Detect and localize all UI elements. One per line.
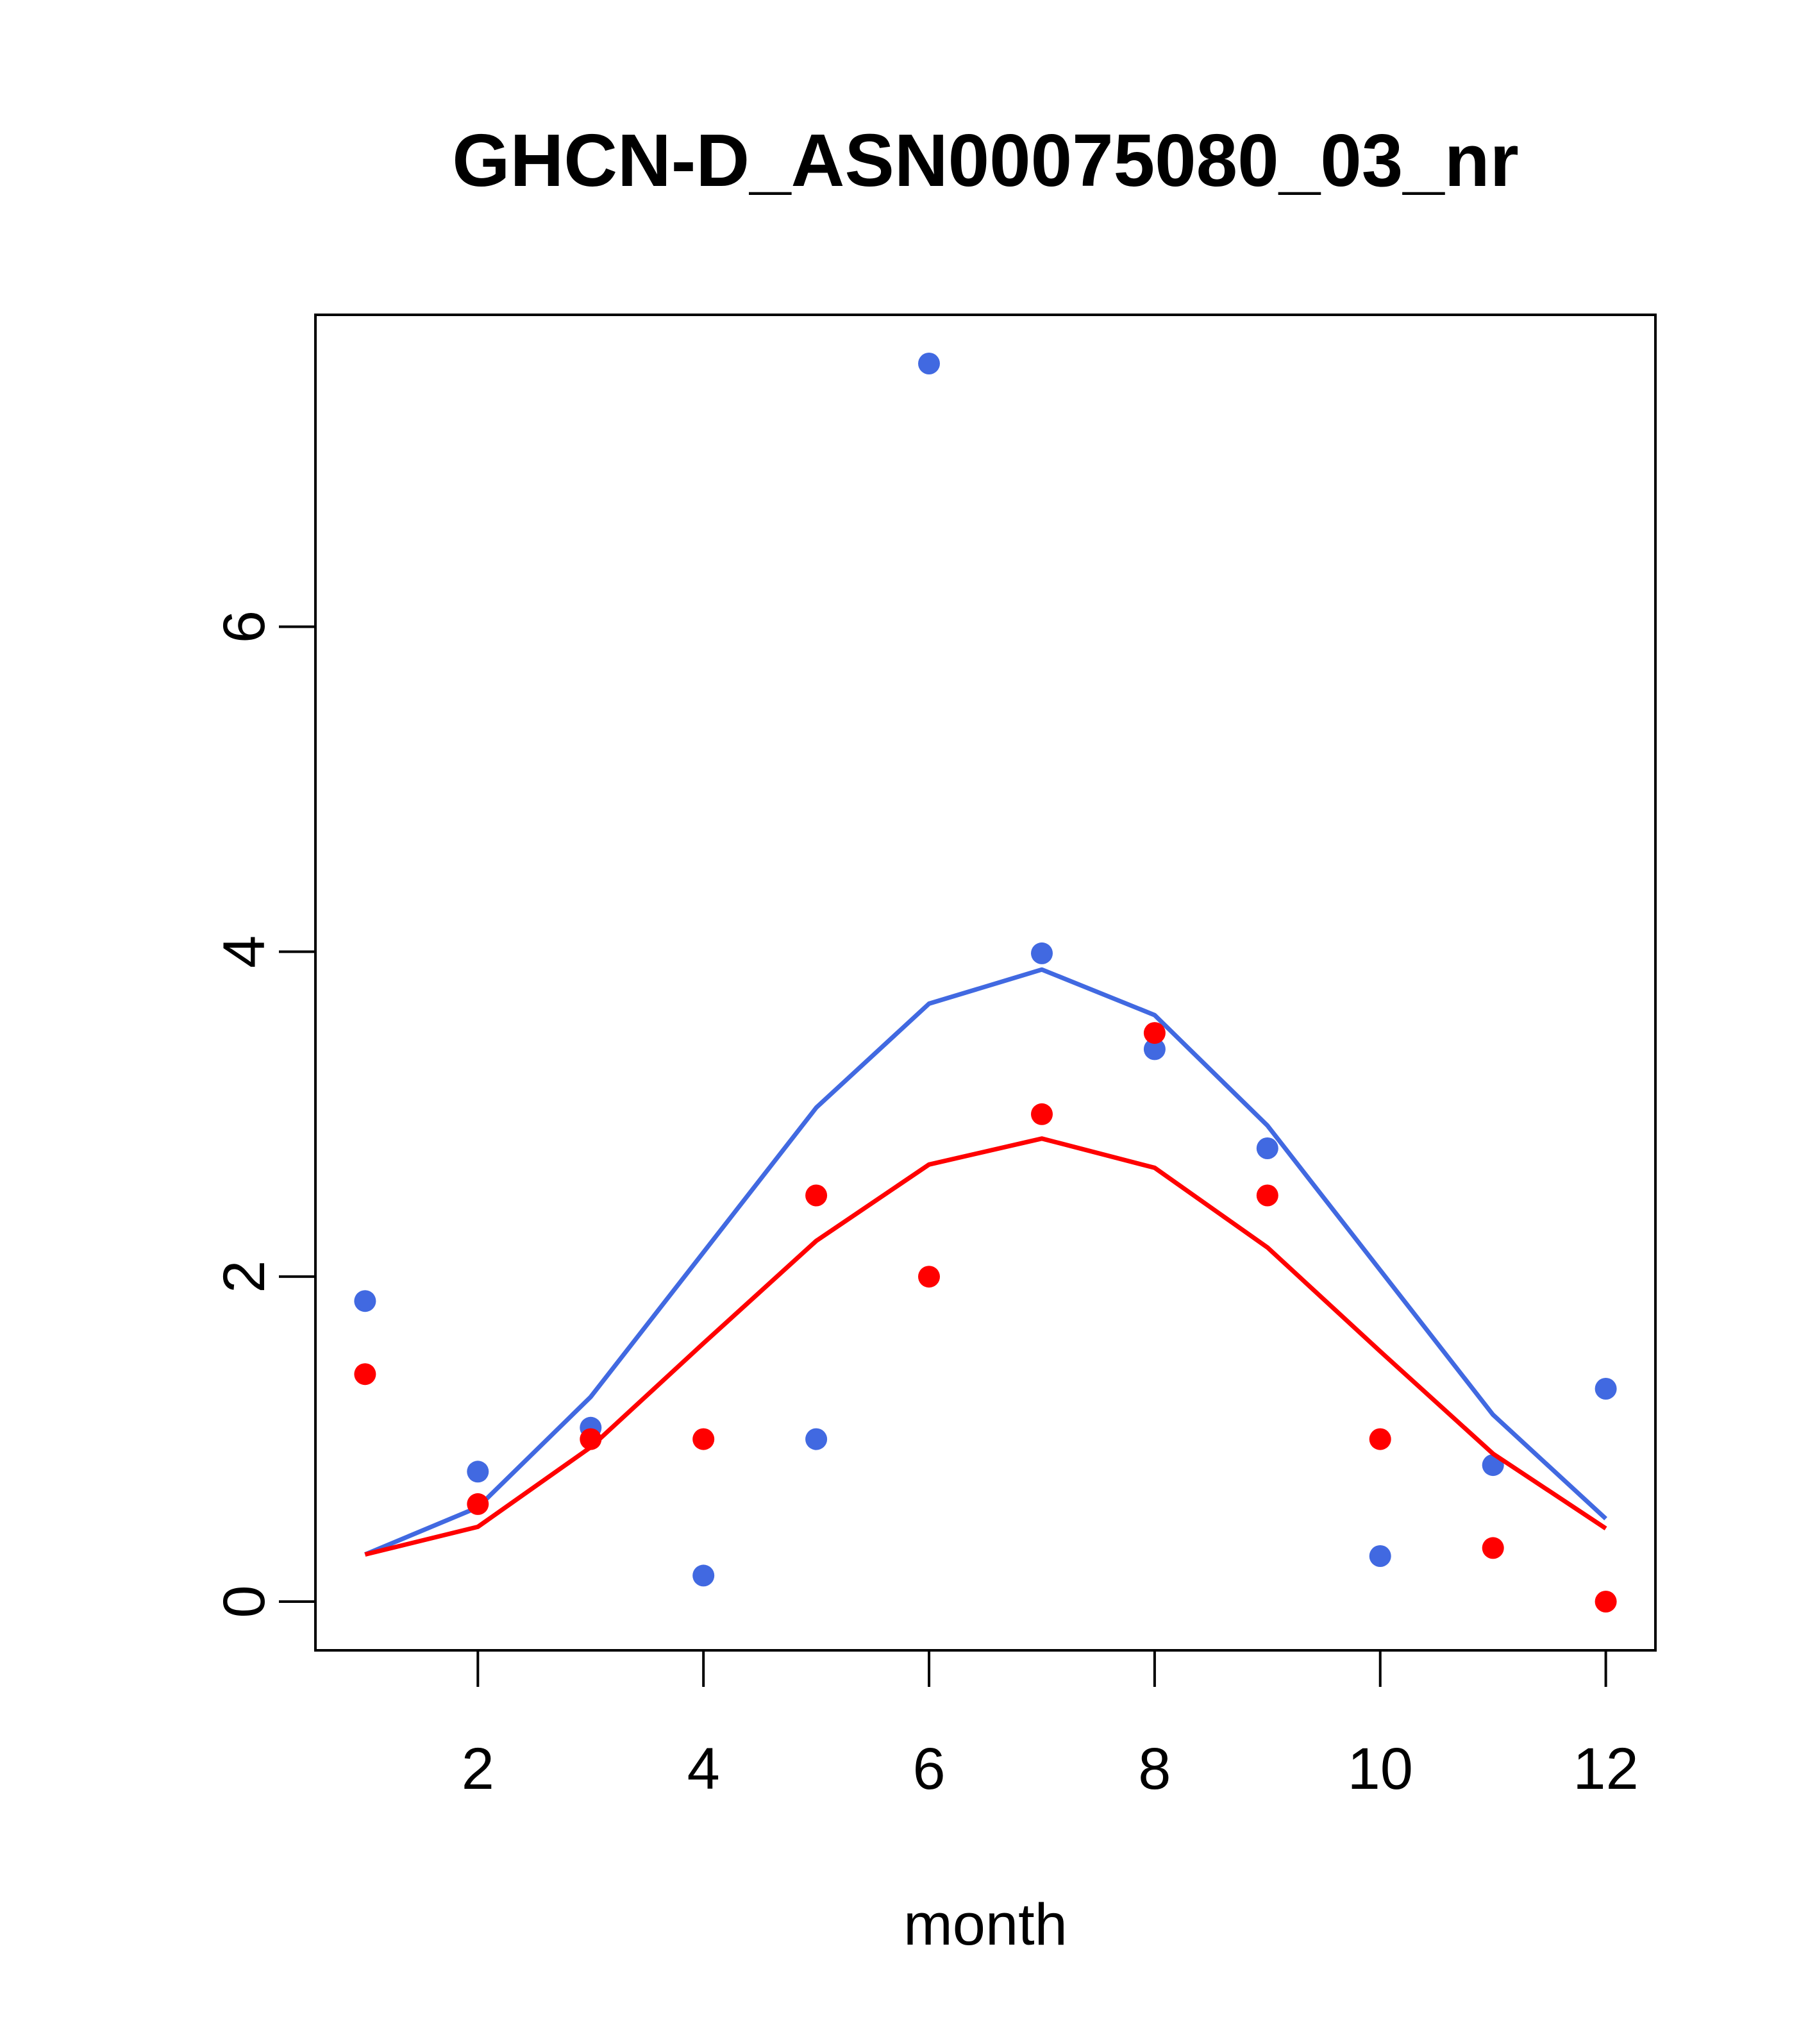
series-0-point [692, 1564, 715, 1587]
x-tick-label: 8 [1138, 1736, 1171, 1802]
series-1-point [467, 1493, 489, 1515]
series-0-point [1143, 1038, 1166, 1060]
y-tick-label: 2 [212, 1261, 277, 1293]
plot-area [354, 353, 1617, 1613]
series-0-fit-line [364, 967, 1607, 1557]
series-1-point [580, 1428, 602, 1450]
series-0-point [805, 1428, 828, 1450]
series-1-point [918, 1266, 940, 1288]
y-tick-label: 4 [212, 935, 277, 968]
x-tick-label: 10 [1348, 1736, 1413, 1802]
x-tick-label: 12 [1573, 1736, 1638, 1802]
series-1-point [354, 1363, 376, 1386]
y-tick-label: 6 [212, 610, 277, 643]
series-1-point [1256, 1184, 1278, 1207]
series-1-point [1595, 1591, 1617, 1613]
series-1-point [1031, 1103, 1053, 1125]
x-tick-label: 6 [912, 1736, 945, 1802]
series-1-fit-line [364, 1136, 1607, 1557]
series-0-point [354, 1290, 376, 1312]
series-0-point [1031, 942, 1053, 964]
series-1-point [692, 1428, 715, 1450]
series-0-point [918, 353, 940, 374]
series-0-point [1595, 1378, 1617, 1400]
plot-frame [314, 314, 1657, 1652]
series-1-point [1143, 1022, 1166, 1044]
series-0-point [1369, 1545, 1391, 1567]
x-axis-label: month [903, 1892, 1068, 1957]
series-0-point [1256, 1137, 1278, 1159]
y-tick-label: 0 [212, 1585, 277, 1618]
series-1-point [805, 1184, 828, 1207]
x-tick-label: 2 [462, 1736, 494, 1802]
x-tick-label: 4 [687, 1736, 720, 1802]
series-1-point [1369, 1428, 1391, 1450]
series-1-point [1482, 1537, 1504, 1559]
chart-title: GHCN-D_ASN00075080_03_nr [452, 119, 1519, 202]
series-0-point [467, 1461, 489, 1483]
